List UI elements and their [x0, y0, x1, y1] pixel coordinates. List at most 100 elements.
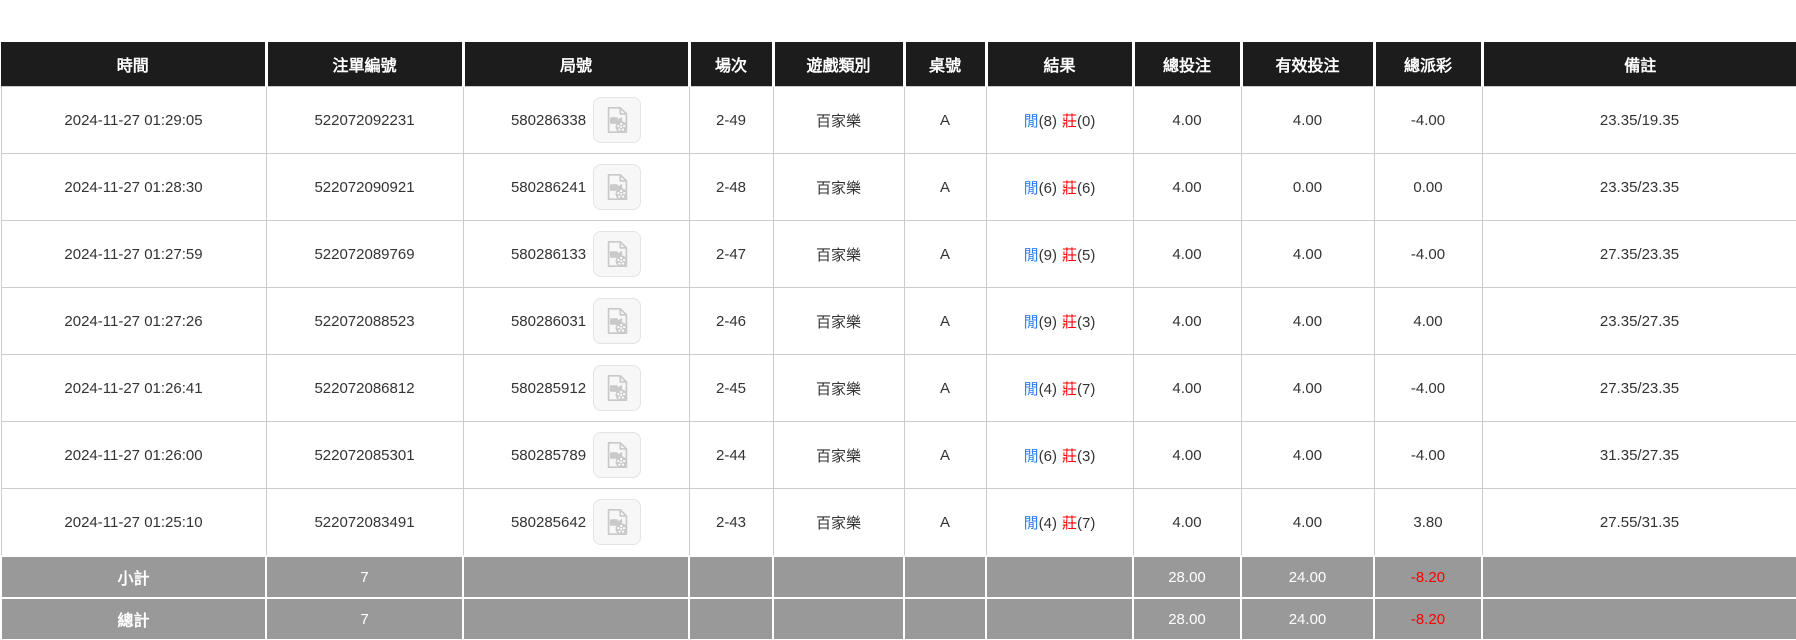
subtotal-row-empty-game-type: [772, 555, 905, 599]
banker-score: (0): [1077, 112, 1096, 130]
col-header-result: 結果: [986, 42, 1135, 87]
replay-video-button[interactable]: [593, 97, 642, 143]
cell-round-no: 580285789: [462, 421, 690, 489]
cell-valid-bet: 4.00: [1240, 421, 1375, 489]
player-label: 閒: [1023, 514, 1039, 532]
replay-video-button[interactable]: [593, 164, 642, 210]
cell-bet-no: 522072085301: [265, 421, 464, 489]
cell-session: 2-46: [688, 287, 774, 355]
table-row: 2024-11-27 01:26:41 522072086812 580285912…: [0, 354, 1796, 422]
round-no-text: 580286031: [510, 312, 587, 330]
subtotal-row-empty-table-no: [903, 555, 987, 599]
player-label: 閒: [1023, 112, 1039, 130]
player-label: 閒: [1023, 179, 1039, 197]
cell-game-type: 百家樂: [772, 287, 905, 355]
cell-game-type: 百家樂: [772, 488, 905, 557]
replay-video-button[interactable]: [593, 432, 642, 478]
cell-payout: -4.00: [1373, 86, 1483, 154]
total-row-remark: [1481, 597, 1796, 640]
subtotal-row: 小計 7 28.00 24.00 -8.20: [0, 555, 1796, 599]
round-cell: 580286133: [511, 231, 642, 277]
player-score: (9): [1038, 246, 1057, 264]
cell-table-no: A: [903, 220, 987, 288]
player-score: (6): [1038, 447, 1057, 465]
col-header-round-no: 局號: [463, 42, 691, 87]
round-no-text: 580286338: [510, 111, 587, 129]
cell-time: 2024-11-27 01:27:59: [0, 220, 267, 288]
video-replay-icon: [607, 106, 628, 134]
round-no-text: 580286241: [510, 178, 587, 196]
total-row-count: 7: [265, 597, 464, 640]
cell-result: 閒(8) 莊(0): [985, 86, 1134, 154]
cell-result: 閒(9) 莊(5): [985, 220, 1134, 288]
banker-score: (7): [1077, 380, 1096, 398]
cell-time: 2024-11-27 01:26:41: [0, 354, 267, 422]
replay-video-button[interactable]: [593, 231, 642, 277]
video-replay-icon: [607, 374, 628, 402]
col-header-table-no: 桌號: [904, 42, 988, 87]
col-header-valid-bet: 有效投注: [1241, 42, 1376, 87]
total-row-empty-game-type: [772, 597, 905, 640]
table-row: 2024-11-27 01:27:59 522072089769 580286133…: [0, 220, 1796, 288]
cell-time: 2024-11-27 01:28:30: [0, 153, 267, 221]
table-row: 2024-11-27 01:28:30 522072090921 580286241…: [0, 153, 1796, 221]
subtotal-row-empty-session: [688, 555, 774, 599]
cell-bet-no: 522072086812: [265, 354, 464, 422]
banker-score: (6): [1077, 179, 1096, 197]
replay-video-button[interactable]: [593, 365, 642, 411]
cell-bet-no: 522072090921: [265, 153, 464, 221]
banker-label: 莊: [1062, 447, 1078, 465]
cell-round-no: 580286338: [462, 86, 690, 154]
video-replay-icon: [607, 508, 628, 536]
replay-video-button[interactable]: [593, 298, 642, 344]
total-row-empty-session: [688, 597, 774, 640]
table-row: 2024-11-27 01:25:10 522072083491 580285642…: [0, 488, 1796, 557]
cell-payout: 3.80: [1373, 488, 1483, 557]
player-label: 閒: [1023, 313, 1039, 331]
banker-label: 莊: [1062, 380, 1078, 398]
subtotal-row-valid-bet: 24.00: [1240, 555, 1375, 599]
cell-remark: 23.35/27.35: [1481, 287, 1796, 355]
table-row: 2024-11-27 01:27:26 522072088523 580286031…: [0, 287, 1796, 355]
cell-total-bet: 4.00: [1132, 421, 1242, 489]
cell-valid-bet: 4.00: [1240, 86, 1375, 154]
cell-total-bet: 4.00: [1132, 354, 1242, 422]
total-row-payout: -8.20: [1373, 597, 1483, 640]
col-header-session: 場次: [689, 42, 775, 87]
cell-session: 2-47: [688, 220, 774, 288]
total-row: 總計 7 28.00 24.00 -8.20: [0, 597, 1796, 640]
cell-remark: 27.55/31.35: [1481, 488, 1796, 557]
cell-time: 2024-11-27 01:26:00: [0, 421, 267, 489]
cell-game-type: 百家樂: [772, 220, 905, 288]
cell-valid-bet: 4.00: [1240, 354, 1375, 422]
round-no-text: 580285642: [510, 513, 587, 531]
round-cell: 580285912: [511, 365, 642, 411]
total-row-empty-round-no: [462, 597, 690, 640]
col-header-remark: 備註: [1482, 42, 1796, 87]
bet-history-table: 時間 注單編號 局號 場次 遊戲類別 桌號 結果 總投注 有效投注 總派彩 備註…: [0, 42, 1796, 640]
banker-label: 莊: [1062, 246, 1078, 264]
cell-session: 2-43: [688, 488, 774, 557]
total-row-label: 總計: [0, 597, 267, 640]
cell-remark: 27.35/23.35: [1481, 220, 1796, 288]
cell-time: 2024-11-27 01:29:05: [0, 86, 267, 154]
subtotal-row-total-bet: 28.00: [1132, 555, 1242, 599]
cell-time: 2024-11-27 01:27:26: [0, 287, 267, 355]
banker-score: (5): [1077, 246, 1096, 264]
cell-game-type: 百家樂: [772, 153, 905, 221]
total-row-valid-bet: 24.00: [1240, 597, 1375, 640]
player-label: 閒: [1023, 246, 1039, 264]
cell-total-bet: 4.00: [1132, 287, 1242, 355]
cell-session: 2-48: [688, 153, 774, 221]
cell-round-no: 580285642: [462, 488, 690, 557]
replay-video-button[interactable]: [593, 499, 642, 545]
video-replay-icon: [607, 173, 628, 201]
col-header-bet-no: 注單編號: [266, 42, 465, 87]
col-header-game-type: 遊戲類別: [773, 42, 906, 87]
round-cell: 580286031: [510, 298, 642, 344]
cell-round-no: 580286133: [462, 220, 690, 288]
cell-result: 閒(6) 莊(3): [985, 421, 1134, 489]
cell-round-no: 580286241: [462, 153, 690, 221]
cell-result: 閒(4) 莊(7): [985, 354, 1134, 422]
